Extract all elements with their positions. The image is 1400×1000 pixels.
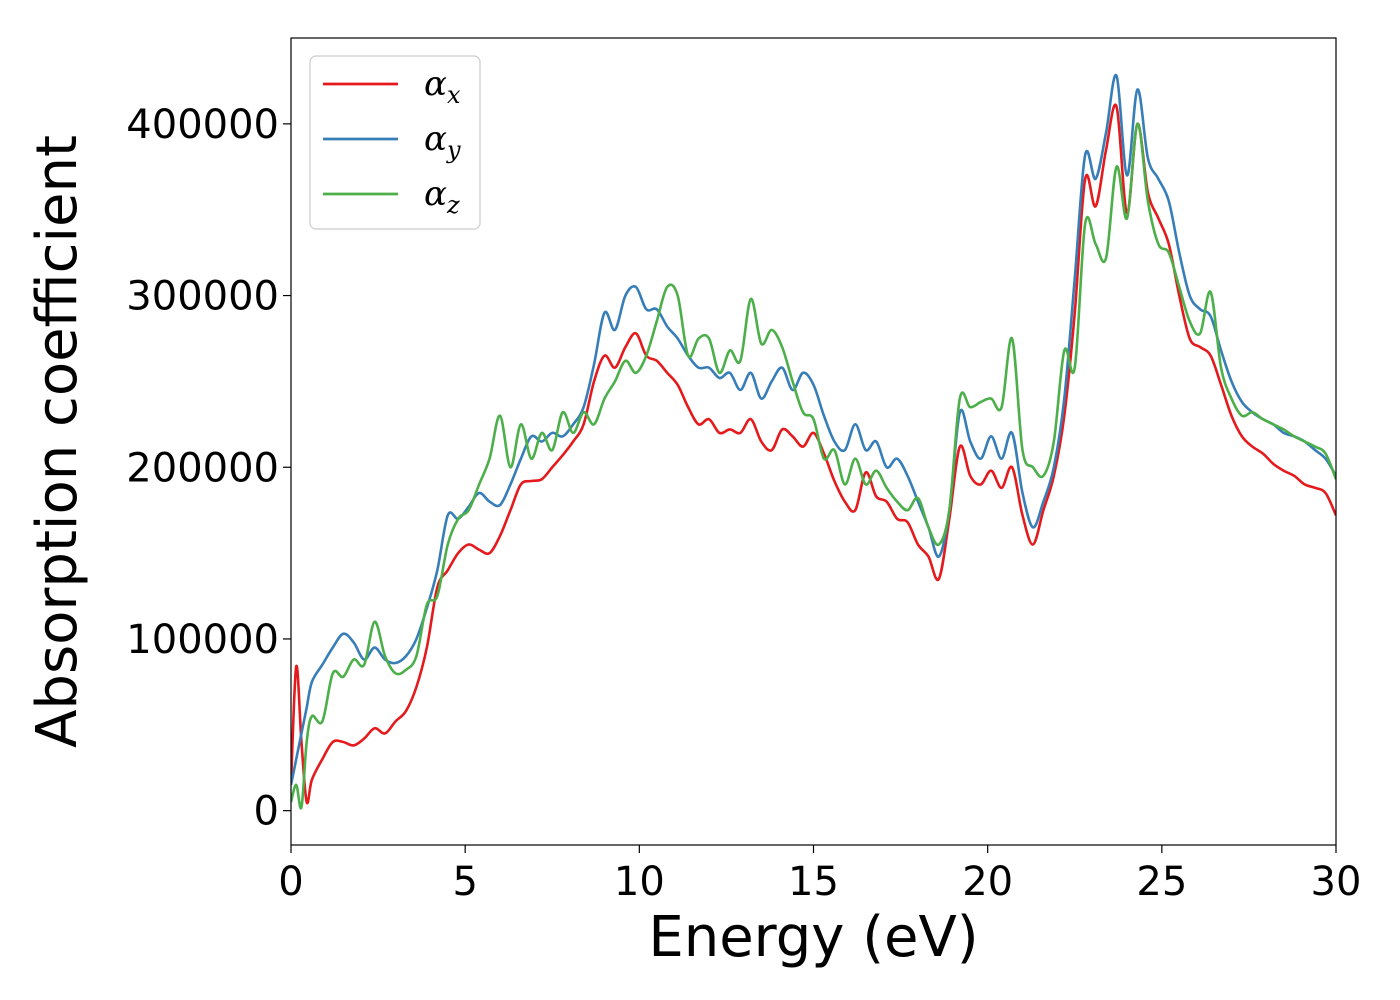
legend-label-x: αx <box>424 64 461 109</box>
x-tick-label: 20 <box>962 859 1013 905</box>
axes-layer: 0 5 10 15 20 25 30 0 100000 200000 300000 400000 <box>126 37 1362 905</box>
legend-subscript-x: x <box>447 81 461 109</box>
y-tick-label: 400000 <box>126 102 279 148</box>
x-tick-label: 10 <box>614 859 665 905</box>
x-tick-label: 15 <box>788 859 839 905</box>
series-layer <box>291 73 1336 810</box>
legend-subscript-y: y <box>446 136 461 164</box>
y-tick-label: 200000 <box>126 445 279 491</box>
x-tick-label: 5 <box>452 859 477 905</box>
y-tick-label: 0 <box>254 789 279 835</box>
x-tick-label: 25 <box>1136 859 1187 905</box>
x-tick-label: 30 <box>1311 859 1362 905</box>
series-line-y <box>291 73 1336 786</box>
x-axis-label: Energy (eV) <box>648 905 978 970</box>
legend-box <box>309 55 481 230</box>
y-tick-label: 100000 <box>126 617 279 663</box>
legend-subscript-z: z <box>446 191 460 219</box>
x-tick-label: 0 <box>278 859 303 905</box>
series-line-z <box>291 122 1336 810</box>
y-tick-label: 300000 <box>126 274 279 320</box>
series-line-x <box>291 103 1336 805</box>
y-axis-label: Absorption coefficient <box>25 135 90 748</box>
